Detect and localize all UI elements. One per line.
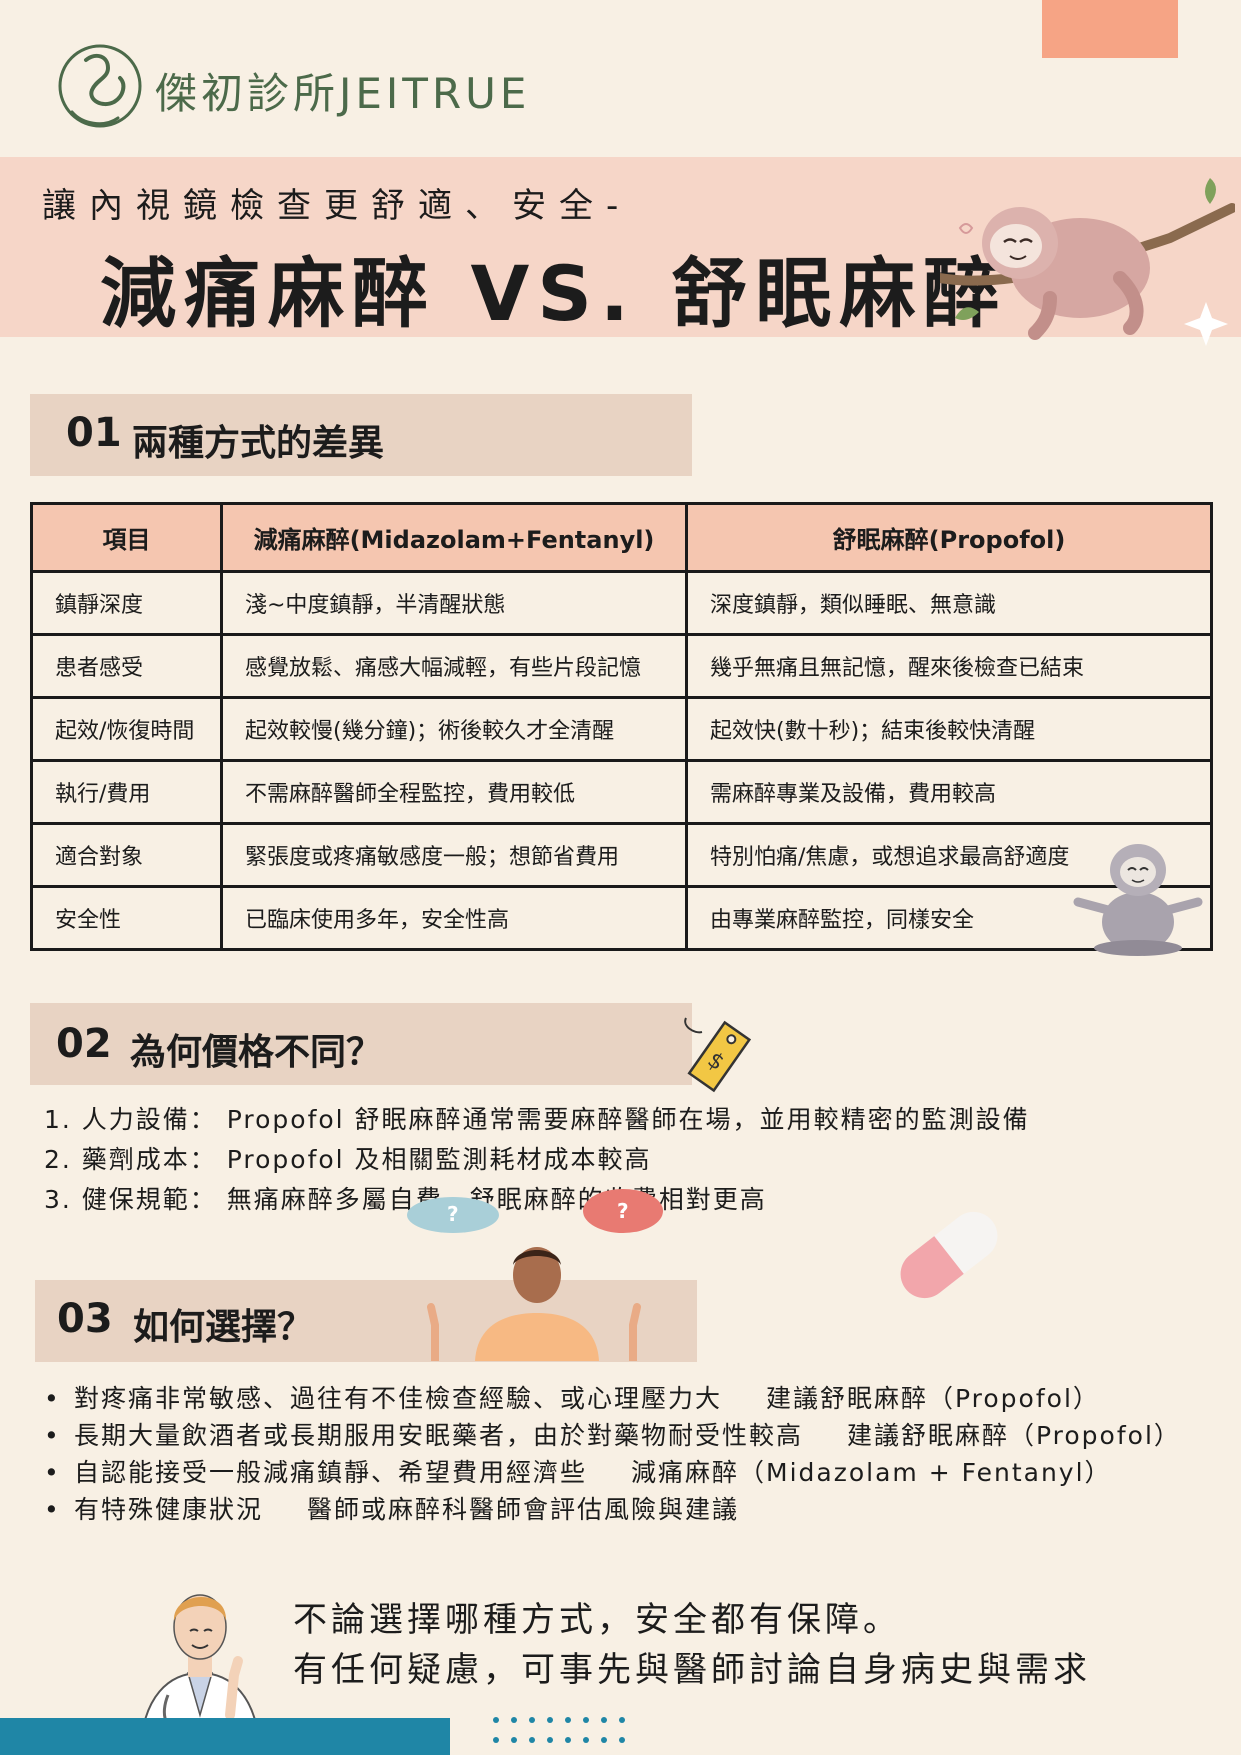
section-01-bar: 01 兩種方式的差異 [30,394,692,476]
table-header-cell: 減痛麻醉(Midazolam+Fentanyl) [220,502,688,573]
list-item: 長期大量飲酒者或長期服用安眠藥者，由於對藥物耐受性較高 建議舒眠麻醉（Propof… [44,1417,1181,1454]
table-row: 起效/恢復時間 起效較慢(幾分鐘)；術後較久才全清醒 起效快(數十秒)；結束後較… [30,696,1213,762]
pill-icon [900,1211,998,1299]
table-cell: 幾乎無痛且無記憶，醒來後檢查已結束 [685,633,1213,699]
section-01-title: 兩種方式的差異 [132,423,385,464]
table-header-cell: 舒眠麻醉(Propofol) [685,502,1213,573]
list-item: 2. 藥劑成本： Propofol 及相關監測耗材成本較高 [44,1145,652,1174]
question-bubbles-illustration: ? ? [407,1189,663,1361]
page-title: 減痛麻醉 VS. 舒眠麻醉 [100,249,1008,338]
choice-condition: 長期大量飲酒者或長期服用安眠藥者，由於對藥物耐受性較高 [74,1421,804,1450]
table-header-row: 項目 減痛麻醉(Midazolam+Fentanyl) 舒眠麻醉(Propofo… [30,502,1213,573]
list-item: 有特殊健康狀況 醫師或麻醉科醫師會評估風險與建議 [44,1491,1181,1528]
table-cell: 起效/恢復時間 [30,696,223,762]
section-03-title: 如何選擇？ [133,1307,314,1348]
table-row: 適合對象 緊張度或疼痛敏感度一般；想節省費用 特別怕痛/焦慮，或想追求最高舒適度 [30,822,1213,888]
choice-condition: 對疼痛非常敏感、過往有不佳檢查經驗、或心理壓力大 [74,1384,723,1413]
clinic-logo-text: 傑初診所JEITRUE [155,69,531,118]
table-cell: 鎮靜深度 [30,570,223,636]
table-cell: 安全性 [30,885,223,951]
section-01-number: 01 [66,410,122,456]
table-header-cell: 項目 [30,502,223,573]
table-cell: 患者感受 [30,633,223,699]
meditating-sloth-illustration [1073,844,1203,956]
section-02-title: 為何價格不同？ [130,1032,383,1073]
price-reason-list: 1. 人力設備： Propofol 舒眠麻醉通常需要麻醉醫師在場，並用較精密的監… [44,1100,1030,1220]
choice-advice: 減痛麻醉（Midazolam + Fentanyl） [631,1458,1112,1487]
table-cell: 起效較慢(幾分鐘)；術後較久才全清醒 [220,696,688,762]
comparison-table: 項目 減痛麻醉(Midazolam+Fentanyl) 舒眠麻醉(Propofo… [30,502,1213,951]
table-row: 執行/費用 不需麻醉醫師全程監控，費用較低 需麻醉專業及設備，費用較高 [30,759,1213,825]
table-cell: 感覺放鬆、痛感大幅減輕，有些片段記憶 [220,633,688,699]
table-cell: 適合對象 [30,822,223,888]
table-cell: 不需麻醉醫師全程監控，費用較低 [220,759,688,825]
table-row: 患者感受 感覺放鬆、痛感大幅減輕，有些片段記憶 幾乎無痛且無記憶，醒來後檢查已結… [30,633,1213,699]
question-mark: ? [447,1202,459,1226]
page-subtitle: 讓內視鏡檢查更舒適、安全- [42,186,632,226]
dots-decoration [493,1717,625,1743]
table-cell: 需麻醉專業及設備，費用較高 [685,759,1213,825]
table-row: 安全性 已臨床使用多年，安全性高 由專業麻醉監控，同樣安全 [30,885,1213,951]
sloth-illustration [940,178,1235,346]
choice-advice: 醫師或麻醉科醫師會評估風險與建議 [307,1495,740,1524]
section-03-number: 03 [57,1296,113,1342]
price-tag-icon: $ [684,1017,752,1093]
table-row: 鎮靜深度 淺~中度鎮靜，半清醒狀態 深度鎮靜，類似睡眠、無意識 [30,570,1213,636]
list-item: 自認能接受一般減痛鎮靜、希望費用經濟些 減痛麻醉（Midazolam + Fent… [44,1454,1181,1491]
closing-message: 不論選擇哪種方式，安全都有保障。 有任何疑慮，可事先與醫師討論自身病史與需求 [293,1595,1091,1695]
bottom-accent-bar [0,1718,450,1755]
choice-condition: 有特殊健康狀況 [74,1495,264,1524]
question-mark: ? [617,1199,629,1223]
closing-line-1: 不論選擇哪種方式，安全都有保障。 [293,1600,901,1640]
choice-advice: 建議舒眠麻醉（Propofol） [847,1421,1181,1450]
section-02-number: 02 [56,1021,112,1067]
list-item: 1. 人力設備： Propofol 舒眠麻醉通常需要麻醉醫師在場，並用較精密的監… [44,1105,1030,1134]
table-cell: 淺~中度鎮靜，半清醒狀態 [220,570,688,636]
table-cell: 起效快(數十秒)；結束後較快清醒 [685,696,1213,762]
choice-list: 對疼痛非常敏感、過往有不佳檢查經驗、或心理壓力大建議舒眠麻醉（Propofol）… [44,1380,1181,1528]
logo-icon [58,44,142,128]
corner-accent-block [1042,0,1178,58]
table-cell: 緊張度或疼痛敏感度一般；想節省費用 [220,822,688,888]
table-cell: 已臨床使用多年，安全性高 [220,885,688,951]
choice-advice: 建議舒眠麻醉（Propofol） [766,1384,1100,1413]
section-02-bar: 02 為何價格不同？ [30,1003,692,1085]
table-cell: 執行/費用 [30,759,223,825]
closing-line-2: 有任何疑慮，可事先與醫師討論自身病史與需求 [293,1650,1091,1690]
table-cell: 深度鎮靜，類似睡眠、無意識 [685,570,1213,636]
choice-condition: 自認能接受一般減痛鎮靜、希望費用經濟些 [74,1458,588,1487]
list-item: 對疼痛非常敏感、過往有不佳檢查經驗、或心理壓力大 建議舒眠麻醉（Propofol） [44,1380,1181,1417]
